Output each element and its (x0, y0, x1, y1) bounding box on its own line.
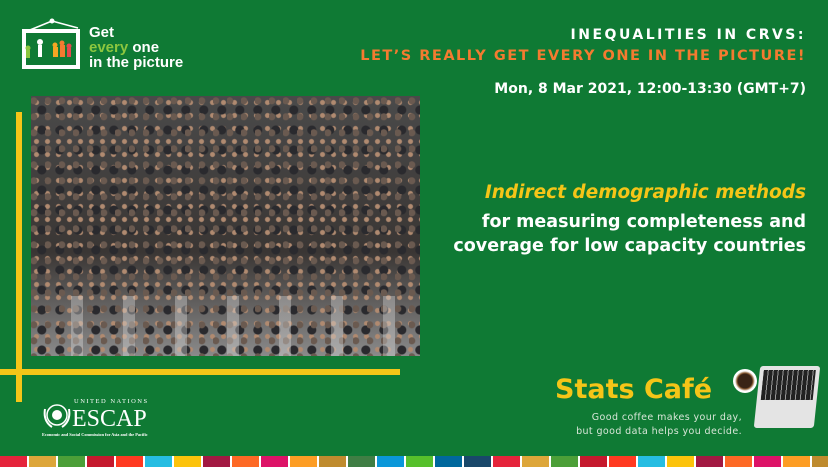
sdg-color-block (203, 456, 230, 467)
event-title: INEQUALITIES IN CRVS: (570, 27, 806, 43)
crowd-photo (31, 96, 420, 356)
escap-full-name: Economic and Social Commission for Asia … (42, 432, 148, 437)
sdg-color-block (580, 456, 607, 467)
yellow-horizontal-line (0, 369, 400, 375)
stats-cafe-tagline: Good coffee makes your day, but good dat… (576, 411, 742, 439)
escap-name: ESCAP (72, 406, 147, 432)
sdg-color-block (696, 456, 723, 467)
sdg-color-block (638, 456, 665, 467)
session-title-line-1: for measuring completeness and (481, 212, 806, 232)
laptop-image (753, 366, 821, 428)
family-picture-frame-icon (22, 18, 80, 69)
sdg-color-block (493, 456, 520, 467)
sdg-color-block (522, 456, 549, 467)
tagline-line-1: Good coffee makes your day, (591, 412, 742, 423)
sdg-color-block (145, 456, 172, 467)
sdg-color-block (783, 456, 810, 467)
logo-accent: every (89, 39, 129, 56)
keyboard-icon (760, 370, 816, 400)
yellow-vertical-line (16, 112, 22, 402)
logo-line-2: one (128, 39, 160, 56)
sdg-color-block (812, 456, 828, 467)
un-emblem-icon (43, 404, 71, 428)
sdg-color-strip (0, 456, 828, 467)
sdg-color-block (232, 456, 259, 467)
stats-cafe-title: Stats Café (555, 374, 713, 405)
sdg-color-block (58, 456, 85, 467)
coffee-cup-icon (733, 369, 757, 393)
sdg-color-block (377, 456, 404, 467)
sdg-color-block (348, 456, 375, 467)
event-subtitle: LET’S REALLY GET EVERY ONE IN THE PICTUR… (360, 48, 806, 64)
sdg-color-block (261, 456, 288, 467)
sdg-color-block (406, 456, 433, 467)
sdg-color-block (754, 456, 781, 467)
sdg-color-block (435, 456, 462, 467)
sdg-color-block (609, 456, 636, 467)
sdg-color-block (319, 456, 346, 467)
sdg-color-block (725, 456, 752, 467)
escap-un-label: UNITED NATIONS (74, 398, 149, 405)
logo-line-1: Get (89, 24, 115, 41)
session-title-line-2: coverage for low capacity countries (453, 236, 806, 256)
sdg-color-block (116, 456, 143, 467)
logo-text: Get every one in the picture (89, 25, 183, 70)
session-title-accent: Indirect demographic methods (484, 182, 806, 203)
sdg-color-block (290, 456, 317, 467)
session-title: for measuring completeness and coverage … (453, 210, 806, 258)
sdg-color-block (87, 456, 114, 467)
sdg-color-block (464, 456, 491, 467)
event-date: Mon, 8 Mar 2021, 12:00-13:30 (GMT+7) (494, 81, 806, 97)
sdg-color-block (667, 456, 694, 467)
logo-line-3: in the picture (89, 54, 184, 71)
sdg-color-block (174, 456, 201, 467)
logo (20, 18, 82, 70)
sdg-color-block (29, 456, 56, 467)
sdg-color-block (0, 456, 27, 467)
tagline-line-2: but good data helps you decide. (576, 426, 742, 437)
sdg-color-block (551, 456, 578, 467)
